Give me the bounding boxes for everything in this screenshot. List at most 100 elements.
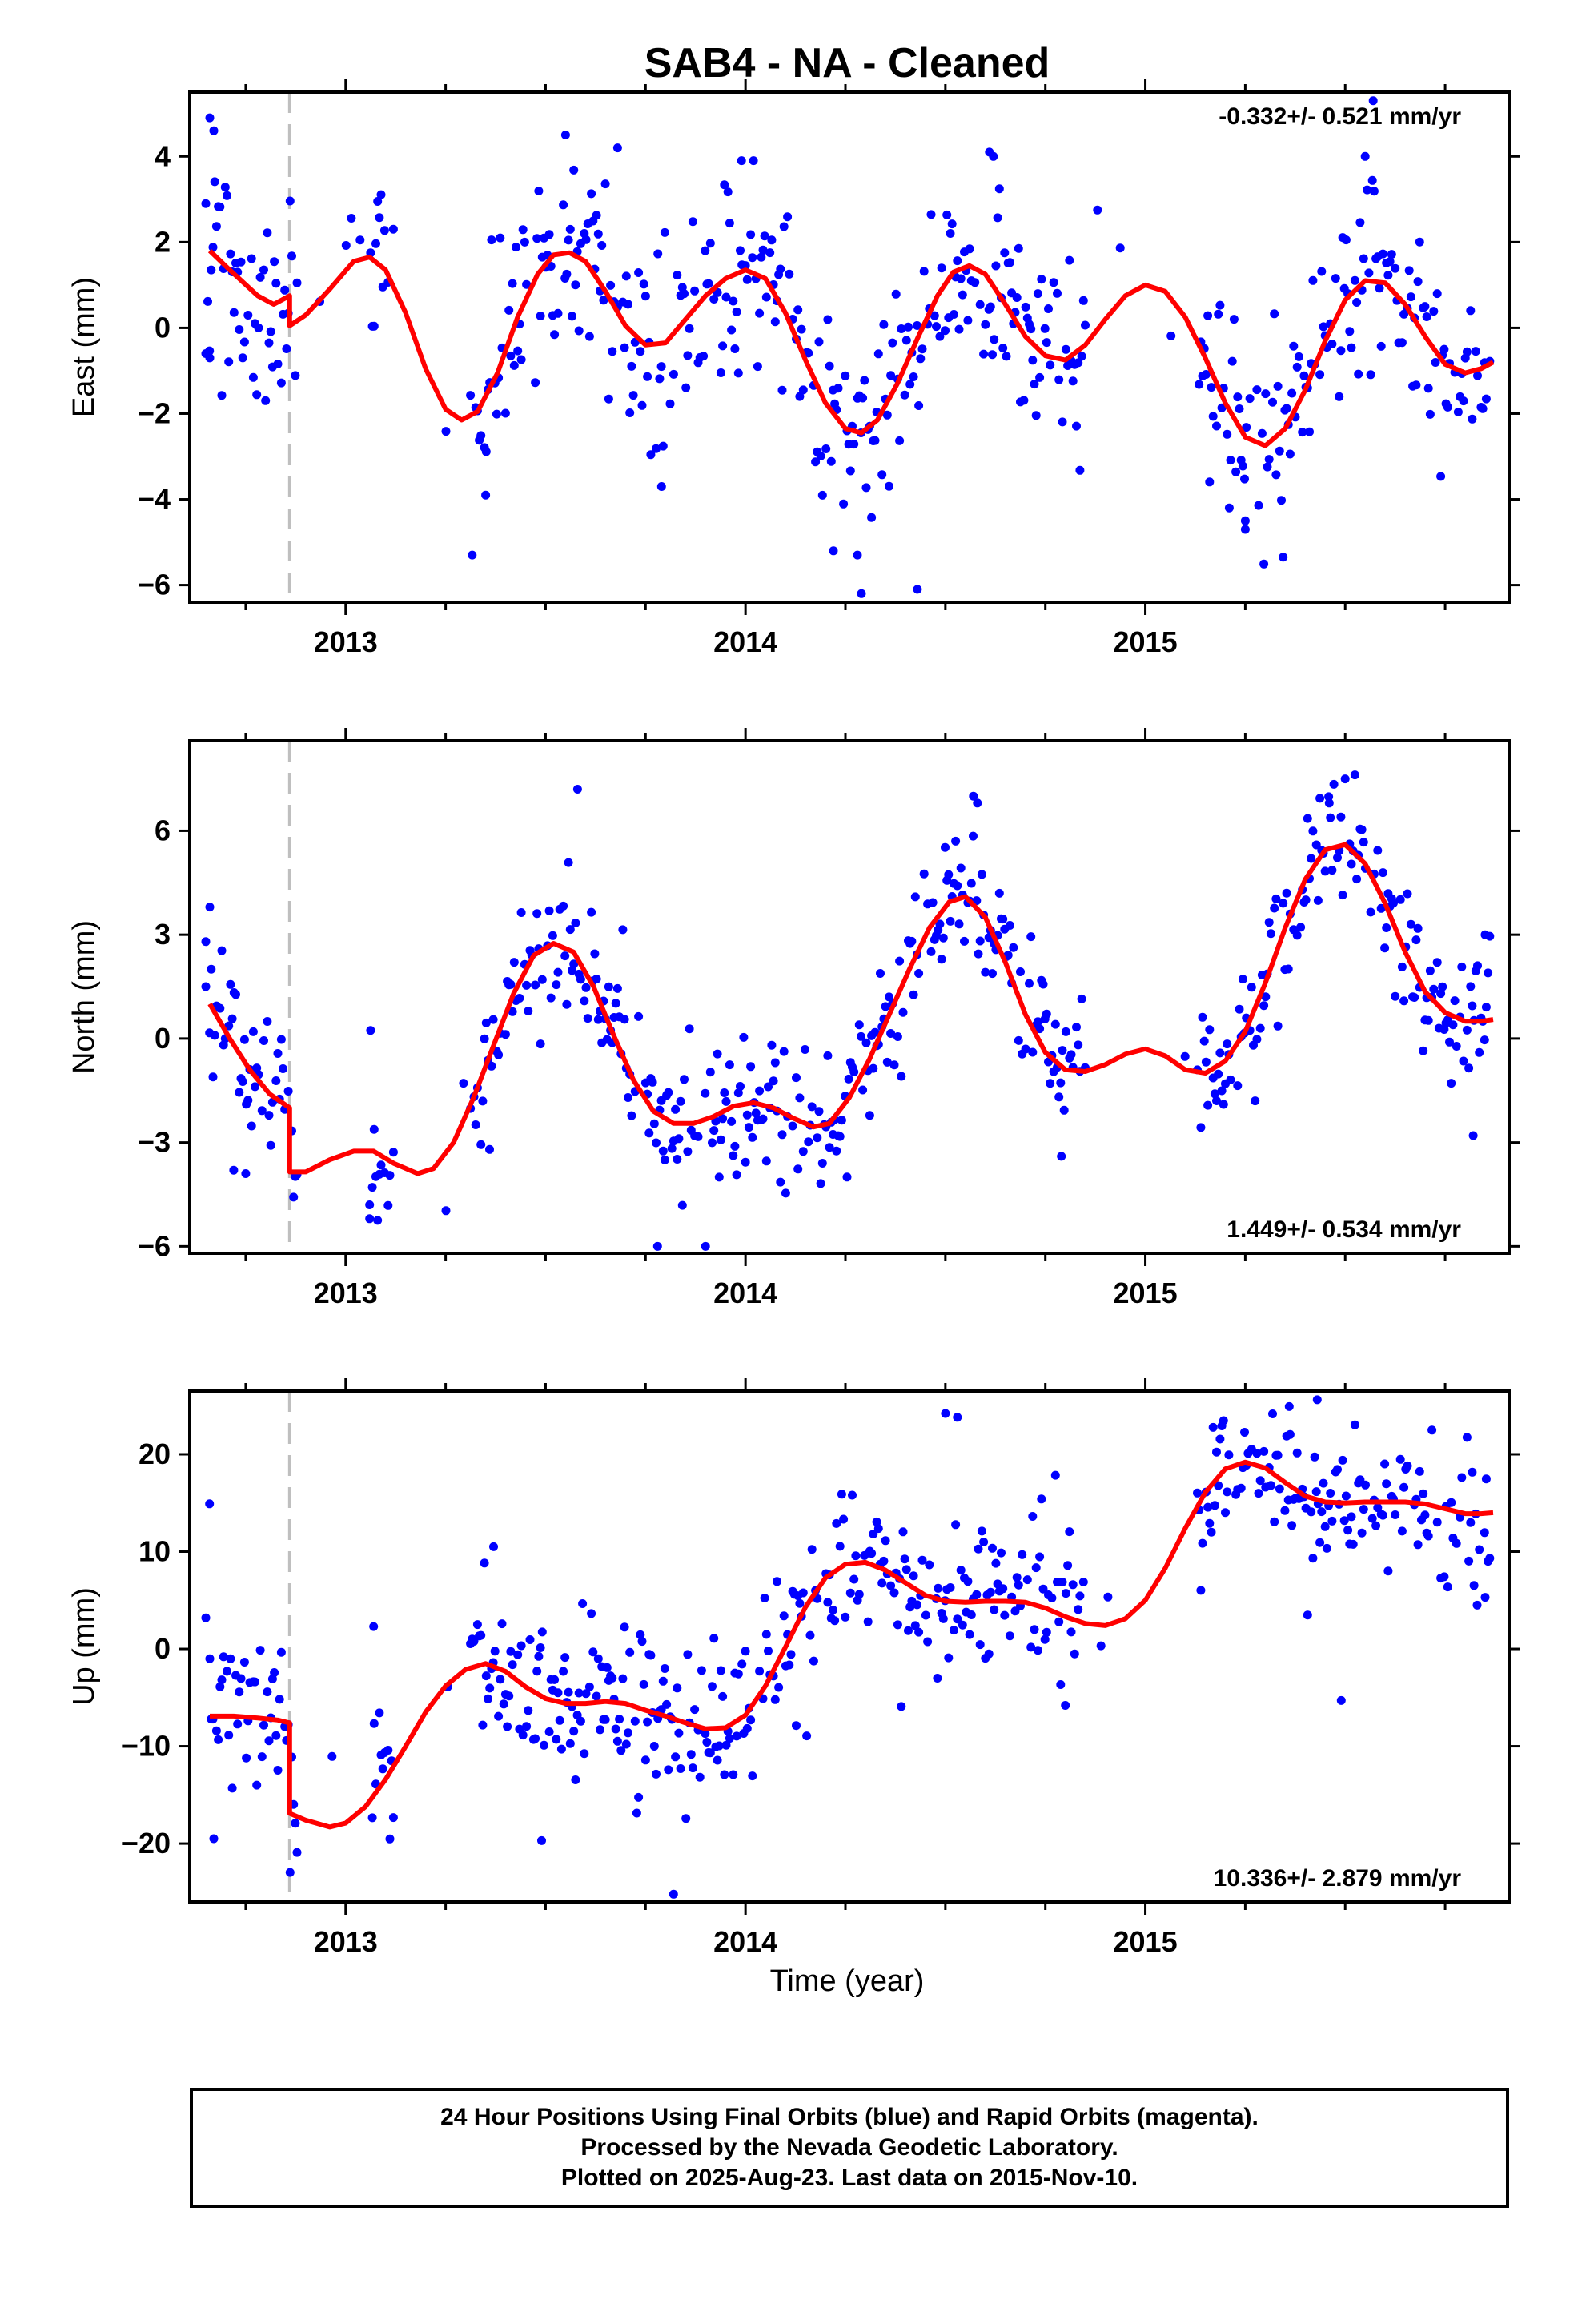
data-point <box>494 1050 504 1059</box>
data-point <box>552 1735 561 1744</box>
data-point <box>1326 813 1335 822</box>
data-point <box>1078 1578 1088 1586</box>
data-point <box>1219 1100 1228 1109</box>
data-point <box>276 1035 286 1044</box>
data-point <box>1075 465 1085 475</box>
data-point <box>1014 243 1023 253</box>
data-point <box>1203 1100 1213 1110</box>
data-point <box>776 264 785 274</box>
data-point <box>925 1560 934 1570</box>
data-point <box>211 222 221 231</box>
data-point <box>481 447 491 456</box>
data-point <box>592 1691 601 1701</box>
data-point <box>252 1780 262 1790</box>
data-point <box>1031 1563 1041 1573</box>
caption-line-1: 24 Hour Positions Using Final Orbits (bl… <box>440 2104 1259 2130</box>
panel-east: −6 −4 −2 0 2 4 2013 2014 2015 East (mm) -0.332+/- … <box>67 79 1520 658</box>
data-point <box>1009 943 1018 952</box>
data-point <box>1040 1634 1050 1644</box>
data-point <box>1292 931 1302 940</box>
data-point <box>264 1736 274 1746</box>
data-point <box>1035 372 1045 382</box>
data-point <box>1420 302 1430 312</box>
data-point <box>990 1605 999 1614</box>
data-point <box>669 369 678 379</box>
data-point <box>1268 1409 1277 1418</box>
data-point <box>565 925 575 935</box>
data-point <box>1338 1455 1347 1465</box>
model-fit-line <box>207 842 1494 1176</box>
data-point <box>1432 289 1442 299</box>
data-point <box>648 1077 657 1087</box>
data-point <box>1469 1581 1479 1590</box>
plot-area <box>201 1391 1495 1902</box>
data-point <box>544 1727 554 1736</box>
data-point <box>1030 380 1039 389</box>
data-point <box>823 315 833 324</box>
y-tick-label: 0 <box>155 1632 171 1665</box>
data-point <box>1311 840 1321 850</box>
data-point <box>730 1141 740 1151</box>
data-point <box>873 349 883 359</box>
data-point <box>1480 1528 1489 1538</box>
data-point <box>224 1021 234 1031</box>
data-point <box>1217 1086 1227 1096</box>
data-point <box>365 1214 375 1224</box>
data-point <box>1360 151 1370 161</box>
data-point <box>1468 414 1477 424</box>
data-point <box>1054 375 1064 384</box>
data-point <box>604 394 613 404</box>
data-point <box>516 355 526 364</box>
data-point <box>1292 1448 1302 1458</box>
data-point <box>201 1613 211 1622</box>
data-point <box>1205 477 1215 487</box>
data-point <box>628 391 638 400</box>
data-point <box>901 1565 911 1574</box>
data-point <box>667 1144 677 1153</box>
data-point <box>264 338 274 348</box>
data-point <box>873 1524 883 1534</box>
data-point <box>1389 899 1398 908</box>
data-point <box>1371 1521 1381 1530</box>
data-point <box>226 1654 235 1663</box>
data-point <box>367 1183 377 1192</box>
data-point <box>1352 875 1362 884</box>
y-axis-label: East (mm) <box>67 277 101 417</box>
data-point <box>518 1731 528 1740</box>
data-point <box>1028 1047 1038 1057</box>
data-point <box>1005 258 1014 267</box>
data-point <box>534 187 544 195</box>
data-point <box>1462 1433 1472 1442</box>
data-point <box>1103 1592 1113 1602</box>
data-point <box>1319 322 1328 332</box>
data-point <box>1403 889 1412 899</box>
data-point <box>683 351 693 360</box>
y-tick-label: −10 <box>122 1730 171 1763</box>
data-point <box>974 1544 983 1554</box>
data-point <box>1410 993 1419 1002</box>
data-point <box>905 380 915 389</box>
data-point <box>1066 1050 1076 1059</box>
data-point <box>721 1096 731 1106</box>
data-point <box>1054 1617 1064 1626</box>
data-point <box>205 1499 215 1509</box>
data-point <box>705 1748 715 1758</box>
data-point <box>280 285 290 295</box>
data-point <box>209 126 219 135</box>
data-point <box>1415 1466 1424 1476</box>
data-point <box>572 785 582 794</box>
data-point <box>988 1543 997 1553</box>
data-point <box>560 131 570 139</box>
data-point <box>378 1764 387 1774</box>
data-point <box>1235 404 1244 413</box>
data-point <box>1310 1452 1319 1462</box>
data-point <box>807 1102 817 1112</box>
data-point <box>823 1598 833 1607</box>
data-point <box>494 1711 504 1721</box>
data-point <box>900 390 909 400</box>
data-point <box>1341 1491 1351 1501</box>
data-point <box>742 275 752 284</box>
data-point <box>751 1108 761 1118</box>
data-point <box>1327 340 1337 348</box>
data-point <box>714 1741 724 1751</box>
